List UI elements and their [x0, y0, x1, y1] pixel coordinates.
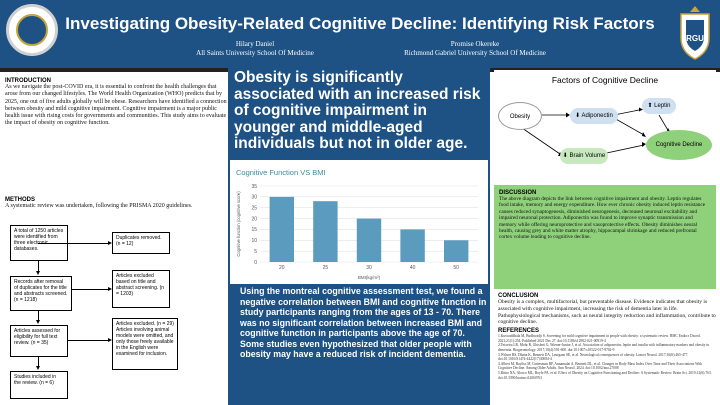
flow-connector: [38, 357, 39, 367]
introduction-heading: INTRODUCTION: [5, 78, 51, 84]
discussion-section: DISCUSSION The above diagram depicts the…: [494, 185, 716, 289]
author-2: Promise Okereke Richmond Gabriel Univers…: [400, 40, 550, 58]
node-cognitive-decline: Cognitive Decline: [646, 130, 712, 160]
up-arrow-icon: ⬆: [647, 103, 653, 109]
conclusion-section: CONCLUSION Obesity is a complex, multifa…: [498, 293, 716, 380]
y-tick-label: 5: [254, 249, 257, 255]
bar: [269, 196, 295, 262]
x-tick-label: 30: [366, 265, 372, 271]
node-brain-volume: ⬇ Brain Volume: [560, 148, 608, 164]
diagram-canvas: Factors of Cognitive Decline: [521, 75, 671, 156]
bar: [356, 218, 382, 262]
prisma-box-included: Studies included in the review. (n = 6): [10, 371, 68, 399]
prisma-box-eligibility: Articles assessed for eligibility for fu…: [10, 325, 68, 357]
reference-item: 4.Albert M, Bayliss M, Gottesman RF, Ann…: [498, 361, 703, 371]
reference-item: 1.Kuswaddhala M, Budhwadji S. Screening …: [498, 334, 701, 343]
bmi-chart: Cognitive Function VS BMI 0 5 10 15 20 25 30 35…: [230, 160, 488, 284]
down-arrow-icon: ⬇: [562, 153, 568, 159]
node-brain-volume-label: Brain Volume: [569, 153, 606, 159]
x-axis-label: BMI(kg/m²): [358, 275, 381, 280]
introduction-text: As we navigate the post-COVID era, it is…: [5, 84, 227, 127]
reference-item: 5.Ritter NA, Alosco ML, Boyle PA, et al.…: [498, 370, 712, 380]
bar: [443, 240, 469, 262]
results-text: Using the montreal cognitive assessment …: [240, 286, 487, 359]
bar: [313, 201, 338, 262]
rgu-logo-text: RGU: [686, 34, 704, 43]
flow-connector: [38, 261, 39, 272]
node-adiponectin-label: Adiponectin: [581, 113, 613, 119]
discussion-text: The above diagram depicts the link betwe…: [499, 196, 706, 241]
author-2-name: Promise Okereke: [450, 40, 500, 48]
introduction-section: INTRODUCTION As we navigate the post-COV…: [5, 78, 227, 128]
prisma-side-excluded-fulltext: Articles excluded. (n = 29) Articles inv…: [112, 318, 178, 370]
references-heading: REFERENCES: [498, 328, 540, 335]
flow-arrow-down: [35, 271, 40, 275]
methods-section: METHODS A systematic review was undertak…: [5, 197, 227, 210]
prisma-side-excluded-screening: Articles excluded based on title and abs…: [112, 270, 170, 308]
key-finding-headline: Obesity is significantly associated with…: [234, 69, 481, 153]
node-leptin: ⬆ Leptin: [642, 98, 676, 114]
author-1-affiliation: All Saints University School Of Medicine: [196, 49, 314, 57]
flow-arrow-down: [35, 320, 40, 324]
methods-heading: METHODS: [5, 197, 35, 203]
methods-text: A systematic review was undertaken, foll…: [5, 203, 193, 209]
reference-item: 3.Wilson RS, Dhana K, Bennett DA, Leurga…: [498, 352, 689, 362]
poster-header: Investigating Obesity-Related Cognitive …: [0, 0, 720, 68]
y-tick-label: 30: [251, 195, 257, 201]
factors-diagram: Factors of Cognitive Decline Obesity ⬇ A…: [494, 70, 716, 187]
university-seal-left: [6, 4, 58, 56]
y-axis-label: Cognitive function (cognitive score): [236, 191, 241, 257]
node-leptin-label: Leptin: [654, 103, 671, 109]
y-tick-label: 15: [251, 227, 257, 233]
x-tick-label: 20: [279, 265, 285, 271]
author-1-name: Hilary Daniel: [235, 40, 275, 48]
flow-arrow-right: [108, 286, 112, 291]
x-tick-label: 25: [323, 265, 329, 271]
down-arrow-icon: ⬇: [575, 113, 581, 119]
y-tick-label: 35: [251, 184, 257, 190]
y-tick-label: 25: [251, 206, 257, 212]
flow-connector: [38, 243, 108, 244]
flow-connector: [68, 340, 108, 341]
node-adiponectin: ⬇ Adiponectin: [570, 108, 618, 124]
flow-arrow-down: [35, 366, 40, 370]
reference-item: 2.Teixeira LB, Mohr R, Ghisleni G, Wiene…: [498, 343, 710, 352]
x-tick-label: 50: [453, 265, 459, 271]
y-tick-label: 10: [251, 238, 257, 244]
flow-connector: [72, 289, 108, 290]
prisma-box-screened: Records after removal of duplicates for …: [10, 276, 72, 311]
conclusion-text: Obesity is a complex, multifactorial, bu…: [498, 299, 716, 326]
author-1: Hilary Daniel All Saints University Scho…: [196, 40, 314, 58]
y-tick-label: 0: [254, 260, 257, 266]
x-tick-label: 40: [410, 265, 416, 271]
node-obesity: Obesity: [498, 102, 542, 130]
author-2-affiliation: Richmond Gabriel University School Of Me…: [404, 49, 546, 57]
diagram-title: Factors of Cognitive Decline: [552, 75, 659, 85]
flow-arrow-right: [108, 240, 112, 245]
discussion-heading: DISCUSSION: [499, 190, 537, 196]
bar: [400, 229, 425, 262]
prisma-side-duplicates: Duplicates removed. (n = 12): [112, 232, 170, 254]
conclusion-heading: CONCLUSION: [498, 293, 539, 299]
y-tick-label: 20: [251, 216, 257, 222]
chart-plot-area: 0 5 10 15 20 25 30 35 20 25 30 40 50 BMI(kg/m²) Cognit…: [236, 184, 478, 280]
rgu-shield-logo: RGU: [680, 6, 710, 60]
chart-title: Cognitive Function VS BMI: [236, 168, 326, 177]
flow-arrow-right: [108, 337, 112, 342]
poster-title: Investigating Obesity-Related Cognitive …: [65, 14, 655, 33]
flow-connector: [38, 311, 39, 321]
